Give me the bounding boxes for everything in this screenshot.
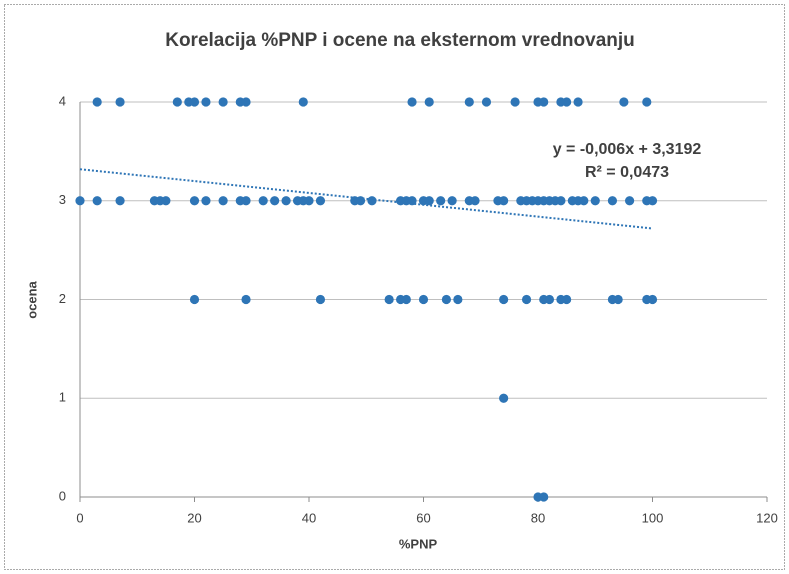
y-tick-label: 2 xyxy=(59,291,66,306)
x-axis-label: %PNP xyxy=(399,536,438,551)
point xyxy=(647,196,658,206)
point xyxy=(573,97,583,107)
x-tick-label: 60 xyxy=(416,510,430,525)
point xyxy=(407,97,417,107)
point xyxy=(562,294,572,305)
y-axis-label: ocena xyxy=(24,280,39,318)
point xyxy=(464,97,474,107)
point xyxy=(189,196,200,206)
point xyxy=(562,97,572,107)
point xyxy=(92,196,102,206)
point xyxy=(315,294,326,305)
chart-border xyxy=(4,4,785,570)
point xyxy=(619,97,629,107)
point xyxy=(218,196,228,206)
point xyxy=(499,294,509,305)
point xyxy=(647,294,658,305)
point xyxy=(447,196,457,206)
point xyxy=(401,294,411,305)
x-tick-label: 80 xyxy=(531,510,545,525)
point xyxy=(218,97,228,107)
point xyxy=(384,294,394,305)
point xyxy=(258,196,268,206)
point xyxy=(115,196,125,206)
point xyxy=(510,97,520,107)
y-tick-label: 1 xyxy=(59,390,66,405)
point xyxy=(424,196,434,206)
point xyxy=(241,196,251,206)
point xyxy=(470,196,480,206)
point xyxy=(367,196,377,206)
point xyxy=(161,196,171,206)
point xyxy=(453,294,463,305)
point xyxy=(298,97,308,107)
point xyxy=(607,196,618,206)
point xyxy=(544,294,555,305)
point xyxy=(613,294,623,305)
point xyxy=(270,196,280,206)
point xyxy=(579,196,589,206)
x-tick-label: 40 xyxy=(302,510,316,525)
point xyxy=(75,196,85,206)
point xyxy=(172,97,182,107)
point xyxy=(115,97,125,107)
y-tick-label: 0 xyxy=(59,488,66,503)
point xyxy=(241,294,251,305)
point xyxy=(241,97,251,107)
point xyxy=(441,294,451,305)
point xyxy=(281,196,291,206)
point xyxy=(590,196,600,206)
x-tick-label: 20 xyxy=(187,510,201,525)
point xyxy=(625,196,635,206)
y-tick-label: 3 xyxy=(59,192,66,207)
point xyxy=(436,196,446,206)
point xyxy=(189,97,200,107)
trendline-r2: R² = 0,0473 xyxy=(585,164,669,181)
chart-title: Korelacija %PNP i ocene na eksternom vre… xyxy=(165,30,635,51)
point xyxy=(424,97,434,107)
trendline-equation: y = -0,006x + 3,3192 xyxy=(553,141,702,158)
x-tick-label: 100 xyxy=(642,510,664,525)
point xyxy=(499,196,509,206)
point xyxy=(539,97,549,107)
x-tick-label: 120 xyxy=(756,510,778,525)
point xyxy=(499,393,509,403)
point xyxy=(315,196,326,206)
point xyxy=(642,97,652,107)
x-tick-label: 0 xyxy=(76,510,83,525)
point xyxy=(201,97,211,107)
point xyxy=(521,294,532,305)
point xyxy=(201,196,211,206)
point xyxy=(481,97,492,107)
y-tick-label: 4 xyxy=(59,93,66,108)
point xyxy=(304,196,314,206)
point xyxy=(556,196,566,206)
point xyxy=(189,294,200,305)
point xyxy=(418,294,429,305)
point xyxy=(92,97,102,107)
point xyxy=(539,492,549,502)
